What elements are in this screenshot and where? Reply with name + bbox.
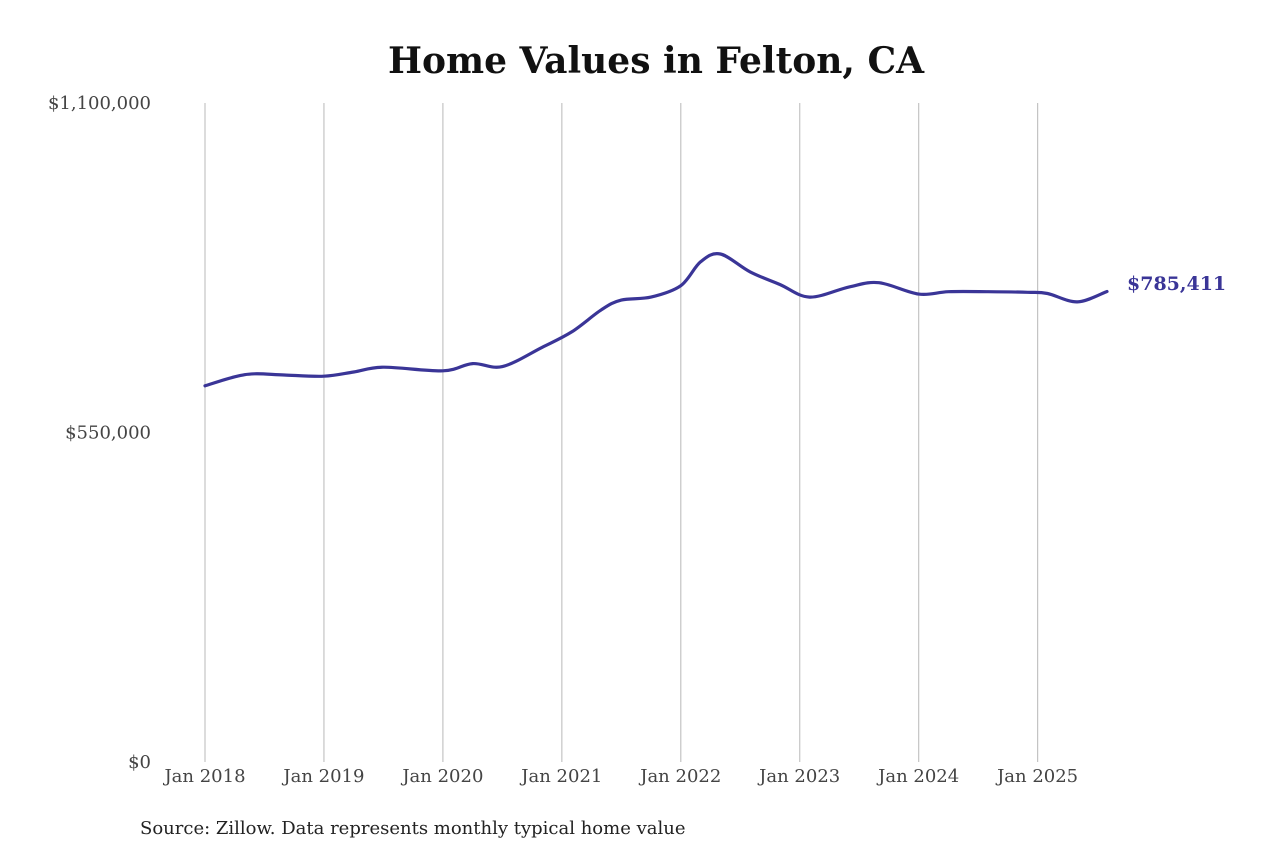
y-axis-ticks: $0 $550,000 $1,100,000 xyxy=(48,93,151,773)
end-value-label: $785,411 xyxy=(1127,273,1226,295)
x-tick-label: Jan 2018 xyxy=(162,766,245,787)
source-note: Source: Zillow. Data represents monthly … xyxy=(140,818,686,839)
gridlines xyxy=(204,103,1039,762)
x-tick-label: Jan 2019 xyxy=(281,766,364,787)
y-tick-label: $550,000 xyxy=(65,423,151,444)
x-tick-label: Jan 2024 xyxy=(876,766,959,787)
x-tick-label: Jan 2021 xyxy=(519,766,602,787)
x-tick-label: Jan 2020 xyxy=(400,766,483,787)
series-layer xyxy=(203,252,1109,388)
series-line xyxy=(203,252,1109,388)
x-tick-label: Jan 2025 xyxy=(995,766,1078,787)
x-tick-label: Jan 2022 xyxy=(638,766,721,787)
x-axis-ticks: Jan 2018 Jan 2019 Jan 2020 Jan 2021 Jan 2022… xyxy=(162,766,1078,787)
y-tick-label: $1,100,000 xyxy=(48,93,151,114)
chart-title: Home Values in Felton, CA xyxy=(388,40,925,82)
x-tick-label: Jan 2023 xyxy=(757,766,840,787)
y-tick-label: $0 xyxy=(128,752,151,773)
